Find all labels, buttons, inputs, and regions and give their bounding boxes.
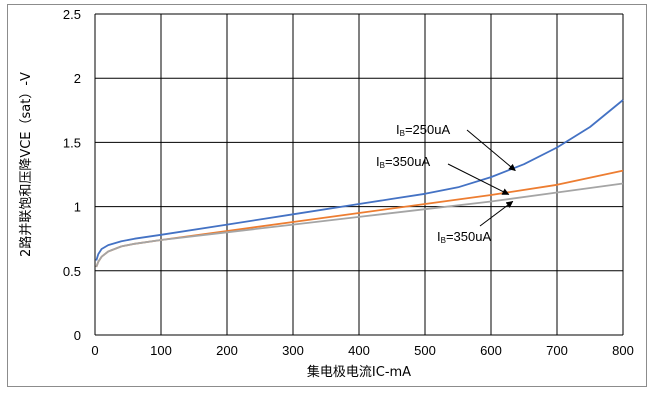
y-tick-label: 2.5 [63, 7, 81, 22]
x-tick-label: 200 [216, 343, 238, 358]
annotation-label: IB=350uA [376, 154, 430, 170]
x-tick-label: 700 [546, 343, 568, 358]
y-tick-label: 2 [74, 71, 81, 86]
series-lines [95, 99, 624, 268]
grid [94, 13, 624, 336]
x-tick-label: 500 [414, 343, 436, 358]
y-tick-label: 1.5 [63, 135, 81, 150]
annotation-label: IB=350uA [437, 229, 491, 245]
series-line-2 [95, 182, 624, 268]
annotations: IB=250uA IB=350uA IB=350uA [376, 122, 516, 245]
annotation-arrow [479, 200, 514, 227]
x-tick-label: 300 [282, 343, 304, 358]
y-tick-label: 1 [74, 200, 81, 215]
x-axis-label: 集电极电流IC-mA [307, 364, 411, 380]
y-tick-labels: 0 0.5 1 1.5 2 2.5 [63, 7, 81, 343]
series-line-0 [95, 99, 624, 261]
annotation-label: IB=250uA [396, 122, 450, 138]
x-tick-label: 0 [91, 343, 98, 358]
x-tick-labels: 0 100 200 300 400 500 600 700 800 [91, 343, 633, 358]
y-axis-label: 2路并联饱和压降VCE（sat）-V [18, 72, 34, 257]
x-tick-label: 400 [348, 343, 370, 358]
annotation-arrow [447, 163, 510, 195]
x-tick-label: 800 [612, 343, 634, 358]
y-tick-label: 0.5 [63, 264, 81, 279]
y-tick-label: 0 [74, 328, 81, 343]
x-tick-label: 600 [480, 343, 502, 358]
annotation-arrow [466, 129, 516, 172]
series-line-1 [95, 169, 624, 268]
x-tick-label: 100 [150, 343, 172, 358]
